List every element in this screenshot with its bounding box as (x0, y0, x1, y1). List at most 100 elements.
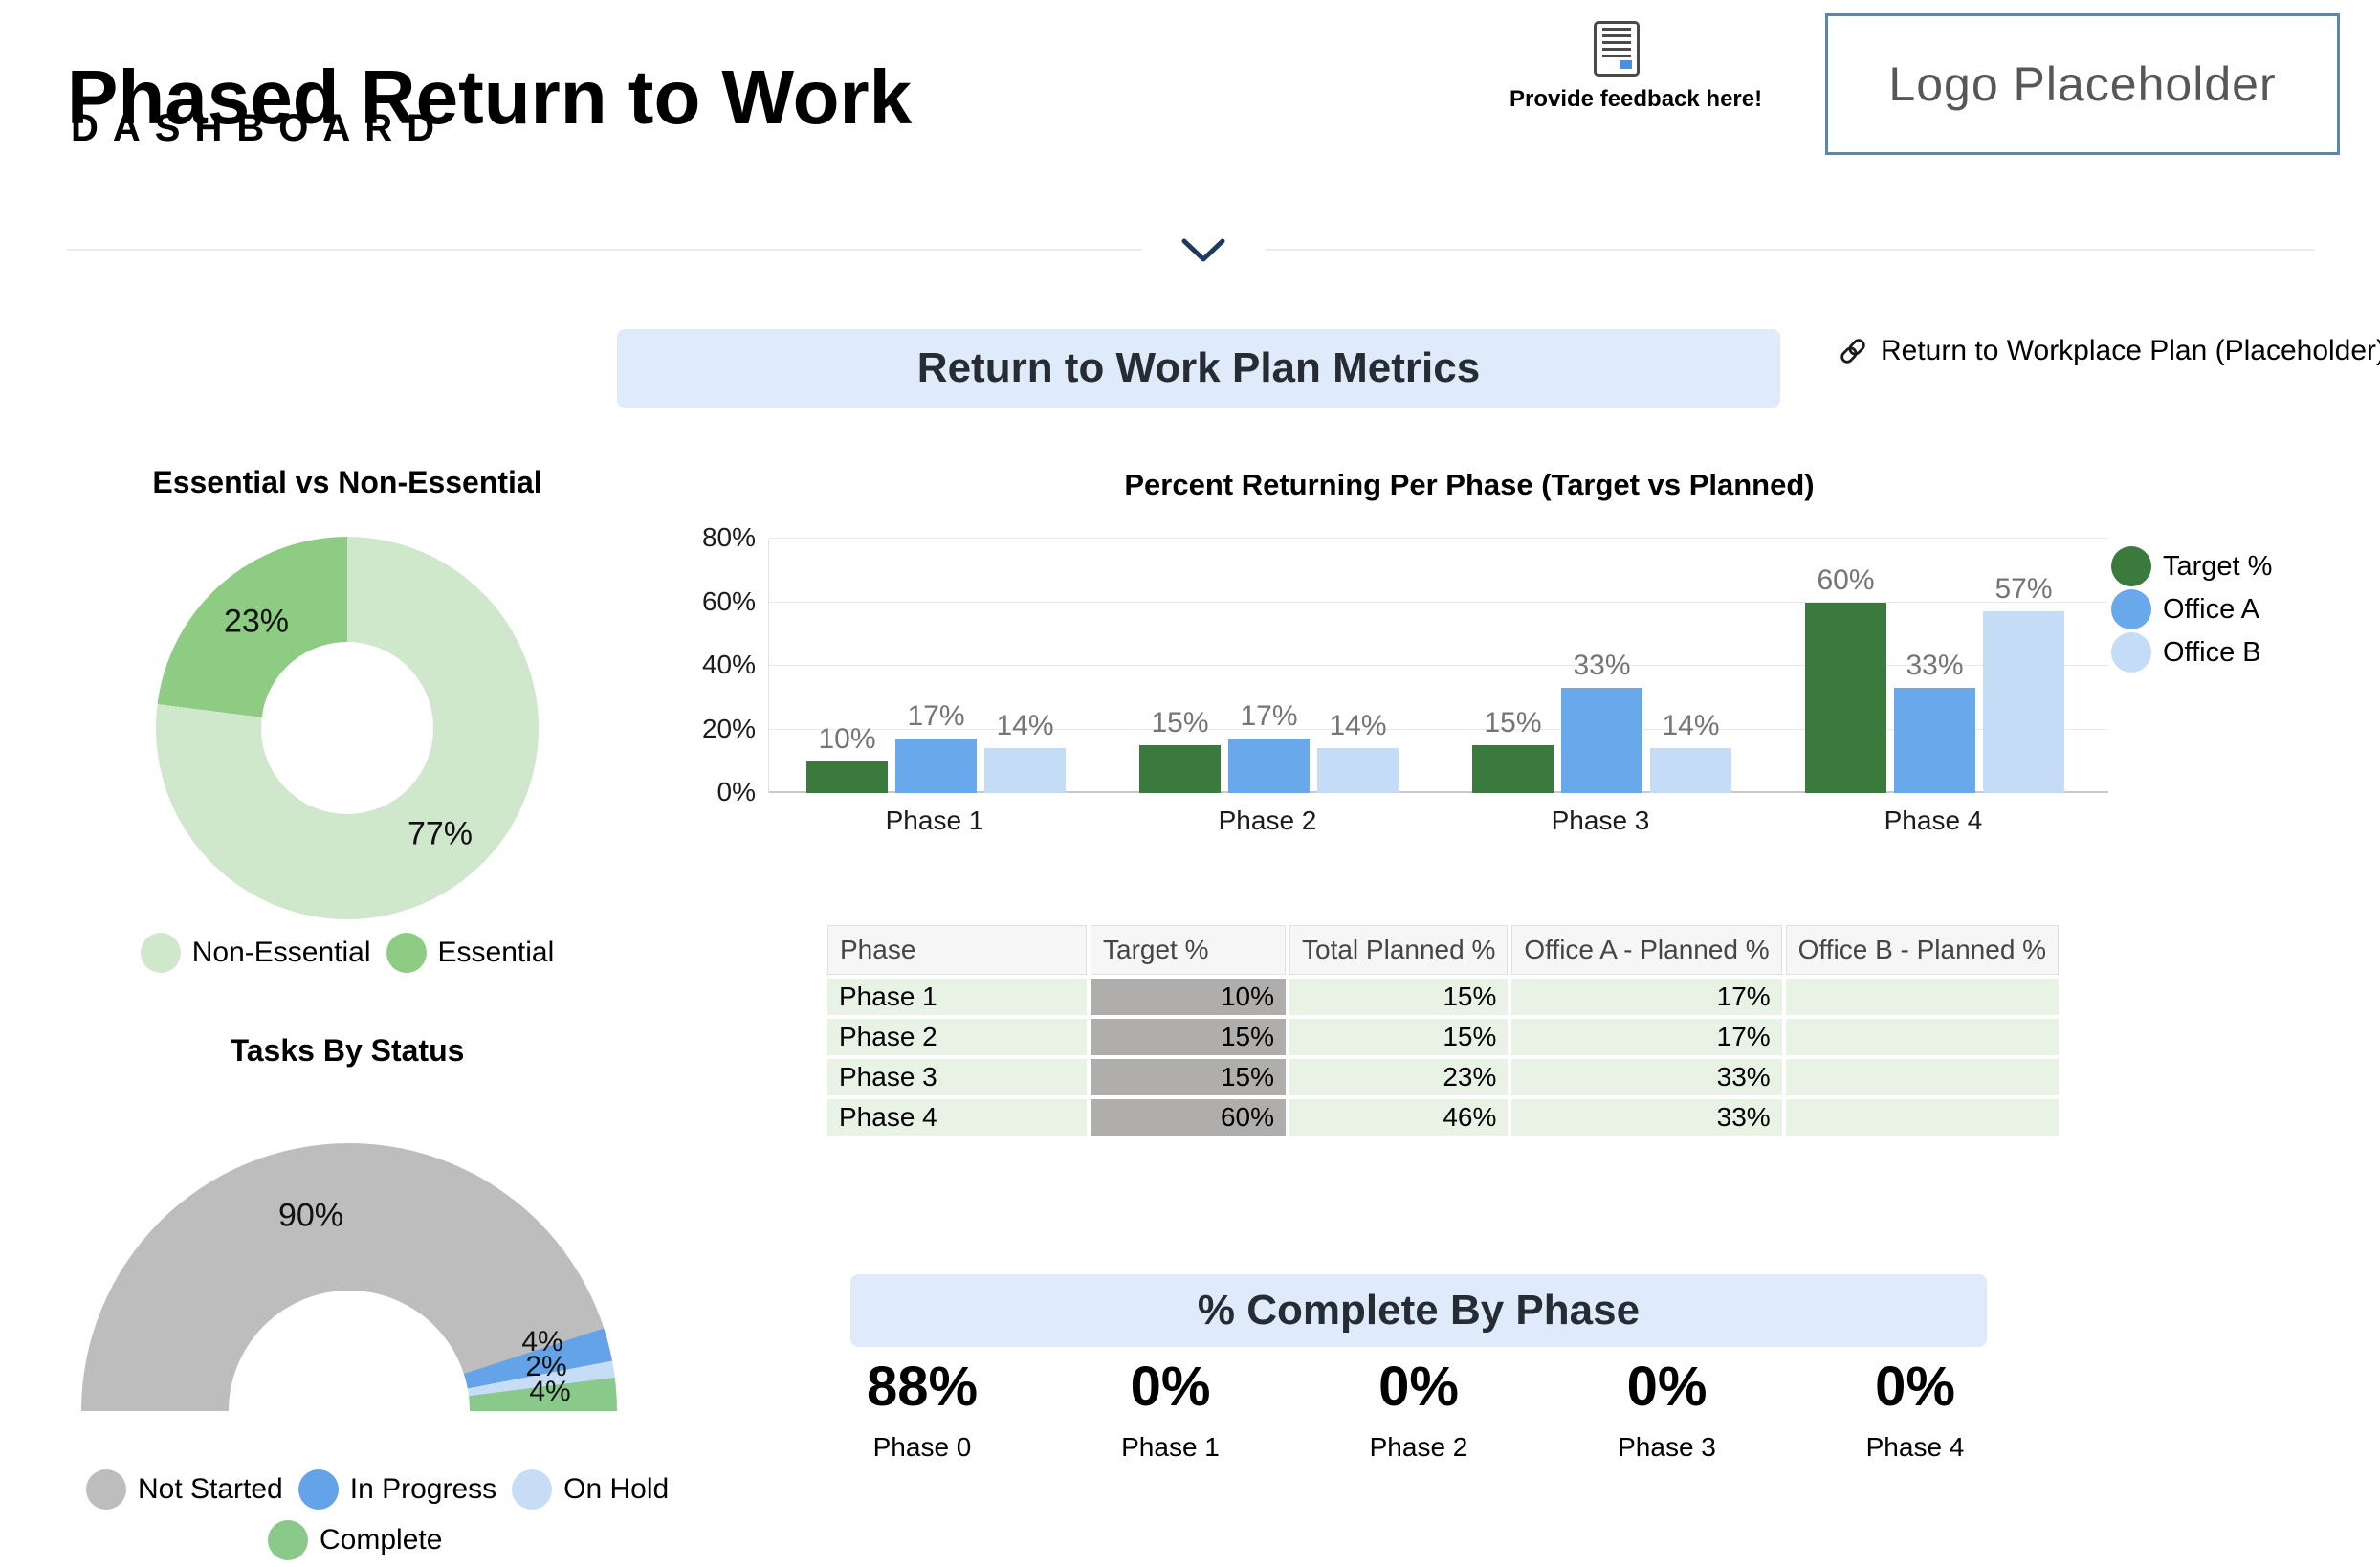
bar-value-label: 33% (1906, 650, 1964, 682)
table-cell (1785, 1059, 2060, 1095)
table-cell: 15% (1091, 1019, 1286, 1055)
legend-label: Complete (320, 1524, 443, 1556)
complete-row: 88% Phase 0 0% Phase 1 0% Phase 2 0% Phase 3 0% P… (850, 1355, 1987, 1463)
bar-value-label: 15% (1484, 707, 1542, 739)
bar-legend: Target % Office A Office B (2111, 546, 2272, 673)
bar-column: 57% (1983, 573, 2064, 793)
legend-label: Target % (2163, 550, 2273, 582)
bar-group: 15% 17% 14% (1139, 700, 1399, 793)
phase-complete-label: Phase 0 (872, 1432, 972, 1462)
bar-column: 15% (1139, 707, 1221, 793)
phase-complete-label: Phase 4 (1865, 1432, 1965, 1462)
bar-chart-title: Percent Returning Per Phase (Target vs P… (1124, 468, 1815, 501)
half-donut-slice-label: 4% (521, 1326, 563, 1357)
legend-swatch (2111, 546, 2151, 586)
table-cell: Phase 3 (827, 1059, 1087, 1095)
workplace-plan-link-label: Return to Workplace Plan (Placeholder) (1881, 335, 2380, 366)
workplace-plan-link[interactable]: Return to Workplace Plan (Placeholder) (1837, 335, 2380, 367)
complete-banner: % Complete By Phase (850, 1274, 1987, 1347)
bar-value-label: 15% (1151, 707, 1209, 739)
half-donut-slice-label: 90% (277, 1197, 344, 1234)
bar (1228, 739, 1310, 793)
feedback-link[interactable]: Provide feedback here! (1510, 21, 1762, 113)
legend-item: Complete (268, 1520, 442, 1560)
table-cell (1785, 979, 2060, 1015)
table-cell: Phase 2 (827, 1019, 1087, 1055)
y-tick-label: 0% (716, 777, 756, 806)
y-tick-label: 40% (701, 650, 756, 679)
bar (895, 739, 977, 793)
feedback-form-icon (1594, 21, 1640, 77)
phase-complete-item: 0% Phase 1 (1099, 1355, 1243, 1463)
table-cell: 17% (1511, 1019, 1782, 1055)
bar (1983, 611, 2064, 793)
table-cell: 15% (1289, 979, 1509, 1015)
table-cell: 17% (1511, 979, 1782, 1015)
table-row: Phase 1 10% 15% 17% (827, 979, 2060, 1015)
column-header: Total Planned % (1289, 925, 1509, 975)
essential-legend: Non-Essential Essential (81, 933, 613, 973)
feedback-form-icon-accent (1620, 60, 1632, 69)
bar-column: 10% (806, 723, 888, 793)
tasks-half-donut-wrap (81, 1143, 617, 1412)
donut-slice-label: 23% (223, 603, 290, 640)
grid-line (769, 538, 2108, 539)
legend-label: In Progress (349, 1473, 497, 1505)
phase-complete-label: Phase 1 (1121, 1432, 1220, 1462)
phase-complete-label: Phase 3 (1618, 1432, 1716, 1462)
bar-xlabels: Phase 1 Phase 2 Phase 3 Phase 4 (768, 806, 2107, 844)
y-tick-label: 20% (701, 713, 756, 743)
legend-swatch (86, 1469, 126, 1510)
table-cell: 33% (1511, 1059, 1782, 1095)
table-cell (1785, 1019, 2060, 1055)
column-header: Office B - Planned % (1785, 925, 2060, 975)
bar (1472, 745, 1554, 793)
grid-line (769, 728, 2108, 730)
half-donut-slice-label: 4% (529, 1376, 571, 1407)
x-tick-label: Phase 1 (885, 806, 984, 835)
legend-label: Non-Essential (191, 937, 371, 968)
tasks-legend-row2: Complete (268, 1520, 442, 1560)
table-cell: 15% (1289, 1019, 1509, 1055)
donut-slice-label: 77% (407, 815, 474, 852)
bar-group: 15% 33% 14% (1472, 650, 1731, 793)
phase-complete-item: 0% Phase 2 (1347, 1355, 1490, 1463)
table-cell (1785, 1099, 2060, 1136)
table-cell: 33% (1511, 1099, 1782, 1136)
bar-column: 17% (1228, 700, 1310, 793)
bar-value-label: 17% (1240, 700, 1298, 733)
y-tick-label: 80% (701, 522, 756, 552)
legend-item: On Hold (512, 1469, 669, 1510)
half-donut-slice-label: 2% (525, 1351, 567, 1382)
phase-complete-label: Phase 2 (1369, 1432, 1468, 1462)
legend-item: Office B (2111, 632, 2272, 673)
bar-column: 17% (895, 700, 977, 793)
phase-complete-value: 0% (1378, 1356, 1459, 1418)
legend-item: Essential (386, 933, 554, 973)
table-row: Phase 2 15% 15% 17% (827, 1019, 2060, 1055)
bar-value-label: 14% (1662, 710, 1720, 742)
bar (1650, 748, 1731, 793)
bar (1561, 688, 1642, 793)
bar-column: 33% (1894, 650, 1975, 793)
bar (1317, 748, 1399, 793)
phase-complete-value: 0% (1130, 1356, 1211, 1418)
bar-value-label: 33% (1573, 650, 1631, 682)
collapse-toggle[interactable] (1142, 224, 1265, 277)
legend-swatch (268, 1520, 308, 1560)
legend-item: In Progress (298, 1469, 496, 1510)
essential-chart-title: Essential vs Non-Essential (152, 465, 542, 499)
bar-ylabels: 0% 20% 40% 60% 80% (660, 522, 756, 806)
legend-label: Office A (2163, 593, 2260, 625)
x-tick-label: Phase 2 (1218, 806, 1317, 835)
legend-item: Target % (2111, 546, 2272, 586)
essential-donut-hole (261, 642, 433, 814)
bar-column: 60% (1805, 564, 1886, 793)
legend-label: Not Started (138, 1473, 283, 1505)
bar-value-label: 57% (1994, 573, 2053, 606)
column-header: Target % (1091, 925, 1286, 975)
bar (1894, 688, 1975, 793)
bar-value-label: 14% (996, 710, 1054, 742)
bar-column: 14% (1317, 710, 1399, 793)
